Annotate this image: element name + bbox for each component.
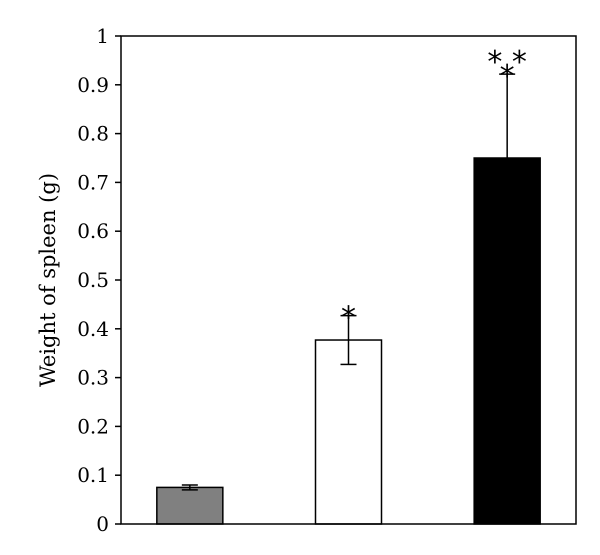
y-tick-label: 1 [96,24,109,48]
bar [473,157,541,525]
bar [314,339,383,525]
plot-frame [120,35,577,525]
significance-annotations: * * ** [341,45,527,336]
y-tick-label: 0.8 [77,122,109,146]
bars [156,157,541,525]
significance-marker: * [341,301,356,336]
bar [156,486,224,525]
y-tick-label: 0 [96,512,109,536]
y-tick-label: 0.9 [77,73,109,97]
y-tick-label: 0.2 [77,414,109,438]
y-tick-label: 0.4 [77,317,109,341]
y-tick-label: 0.3 [77,366,109,390]
error-bars [181,73,516,491]
significance-marker: * ** [487,45,527,94]
y-axis-ticks: 0 0.1 0.2 0.3 0.4 0.5 0.6 0.7 0.8 0.9 1 [77,24,121,536]
y-tick-label: 0.7 [77,170,109,194]
y-axis-title: Weight of spleen (g) [36,173,60,387]
y-tick-label: 0.1 [77,463,109,487]
y-tick-label: 0.5 [77,268,109,292]
y-tick-label: 0.6 [77,219,109,243]
